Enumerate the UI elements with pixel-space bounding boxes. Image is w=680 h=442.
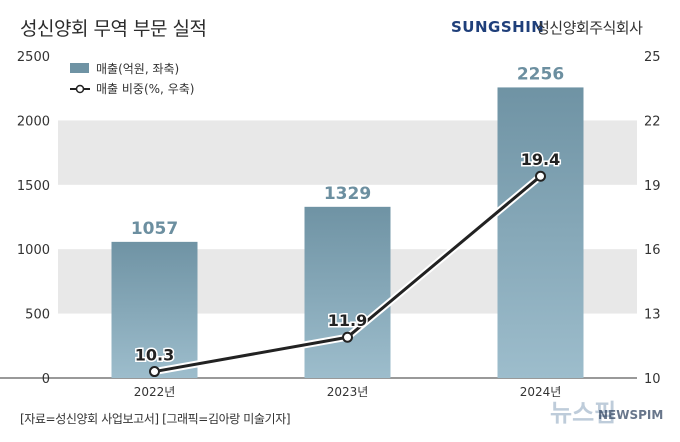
left-axis-tick-label: 500 — [25, 308, 50, 323]
bar — [304, 206, 391, 378]
x-axis-tick-label: 2024년 — [520, 385, 562, 399]
right-axis-tick-label: 22 — [644, 114, 661, 129]
watermark-text: NEWSPIM — [598, 408, 664, 422]
legend-line-label: 매출 비중(%, 우축) — [96, 82, 194, 96]
line-point — [342, 331, 353, 343]
x-axis-tick-label: 2022년 — [134, 385, 176, 399]
right-axis-tick-label: 25 — [644, 50, 661, 65]
left-axis-tick-label: 1500 — [17, 179, 50, 194]
legend-line-marker — [75, 84, 85, 94]
bar — [111, 241, 198, 378]
left-axis-tick-label: 2000 — [17, 114, 50, 129]
line-point — [149, 366, 160, 378]
left-axis-tick-label: 0 — [42, 372, 50, 387]
watermark-logo: 뉴스핌 — [550, 399, 617, 427]
x-axis-tick-label: 2023년 — [327, 385, 369, 399]
source-note: [자료=성신양회 사업보고서] [그래픽=김아랑 미술기자] — [20, 412, 291, 426]
brand-logo-text: SUNGSHIN — [451, 18, 545, 36]
legend-bar-label: 매출(억원, 좌축) — [96, 62, 179, 76]
right-axis-tick-label: 19 — [644, 179, 661, 194]
line-point — [535, 170, 546, 182]
legend-bar-swatch — [70, 63, 89, 73]
line-value-label: 19.4 — [521, 150, 560, 169]
bar — [497, 87, 584, 379]
bar-value-label: 1329 — [324, 184, 371, 204]
bar-value-label: 1057 — [131, 219, 178, 239]
left-axis-tick-label: 2500 — [17, 50, 50, 65]
line-value-label: 11.9 — [328, 311, 367, 330]
left-axis-tick-label: 1000 — [17, 243, 50, 258]
brand-company-name: 성신양회주식회사 — [536, 19, 643, 37]
line-value-label: 10.3 — [135, 346, 174, 365]
right-axis-tick-label: 16 — [644, 243, 661, 258]
chart-title: 성신양회 무역 부문 실적 — [20, 18, 207, 40]
right-axis-tick-label: 13 — [644, 308, 661, 323]
bar-value-label: 2256 — [517, 64, 564, 84]
right-axis-tick-label: 10 — [644, 372, 661, 387]
